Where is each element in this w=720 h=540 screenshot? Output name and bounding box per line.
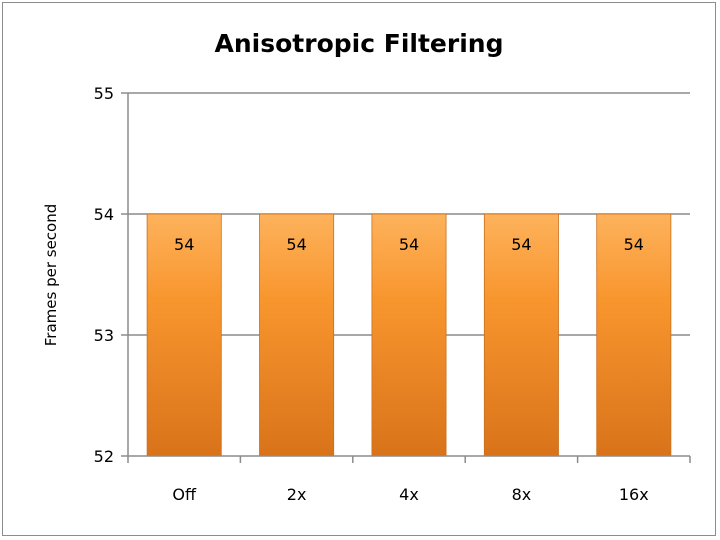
- data-label: 54: [511, 235, 531, 254]
- labels: 52 53 54 55 54 Off 54 2x 54 4x 54 8x 54 16x: [94, 84, 649, 504]
- axes: [121, 92, 691, 463]
- x-tick-label: 16x: [619, 485, 649, 504]
- bar-4x: [371, 213, 447, 457]
- chart-title: Anisotropic Filtering: [215, 29, 504, 58]
- x-tick-label: Off: [172, 485, 197, 504]
- data-label: 54: [624, 235, 644, 254]
- data-label: 54: [399, 235, 419, 254]
- y-axis-title: Frames per second: [42, 204, 60, 347]
- data-label: 54: [174, 235, 194, 254]
- y-tick-label: 55: [94, 84, 114, 103]
- x-tick-label: 2x: [287, 485, 307, 504]
- y-tick-label: 54: [94, 205, 114, 224]
- bar-Off: [146, 213, 222, 457]
- bar-2x: [259, 213, 335, 457]
- x-tick-label: 4x: [399, 485, 419, 504]
- bars: [146, 213, 672, 457]
- x-tick-label: 8x: [512, 485, 532, 504]
- y-tick-label: 52: [94, 447, 114, 466]
- data-label: 54: [286, 235, 306, 254]
- y-tick-label: 53: [94, 326, 114, 345]
